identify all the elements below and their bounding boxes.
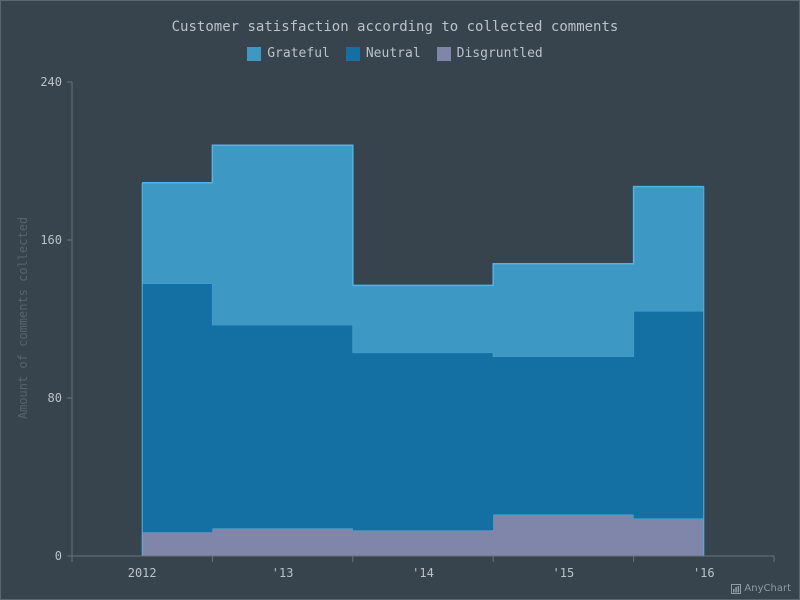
credits-label: AnyChart [744,583,791,594]
legend-item-neutral[interactable]: Neutral [345,46,421,61]
legend-swatch-neutral [345,46,360,61]
anychart-credits[interactable]: AnyChart [731,583,791,594]
legend-swatch-disgruntled [436,46,451,61]
x-tick-label: '16 [693,566,715,580]
y-tick-label: 240 [40,75,62,89]
legend-item-disgruntled[interactable]: Disgruntled [436,46,543,61]
legend-label-neutral: Neutral [365,46,421,61]
series-area-disgruntled [142,514,704,556]
series-line-grateful [142,144,704,287]
legend-label-disgruntled: Disgruntled [456,46,543,61]
x-tick-label: 2012 [128,566,157,580]
legend-label-grateful: Grateful [267,46,330,61]
x-tick-label: '14 [412,566,434,580]
y-tick-label: 0 [55,549,62,563]
series-area-neutral [142,283,704,533]
chart-logo-icon [731,583,742,594]
legend-item-grateful[interactable]: Grateful [247,46,330,61]
legend-swatch-grateful [247,46,262,61]
y-tick-label: 160 [40,233,62,247]
x-tick-label: '15 [553,566,575,580]
series-area-grateful [142,145,704,357]
x-tick-label: '13 [272,566,294,580]
chart-title: Customer satisfaction according to colle… [171,19,619,35]
y-tick-label: 80 [48,391,62,405]
legend: Grateful Neutral Disgruntled [0,46,790,61]
